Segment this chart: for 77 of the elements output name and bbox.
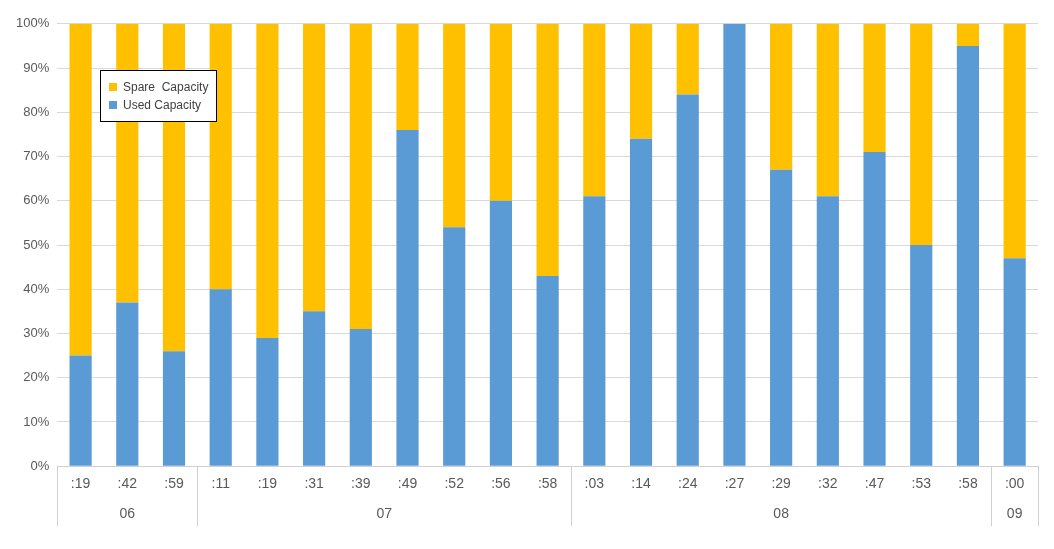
bar bbox=[1003, 258, 1026, 466]
x-tick-label: :49 bbox=[397, 475, 418, 492]
bar bbox=[209, 23, 232, 290]
bar bbox=[489, 200, 513, 466]
y-tick-label: 10% bbox=[23, 413, 50, 429]
y-tick-label: 50% bbox=[23, 236, 50, 252]
bar bbox=[676, 94, 699, 466]
x-tick-label: :14 bbox=[631, 475, 651, 492]
bar bbox=[349, 329, 372, 466]
bar bbox=[303, 23, 326, 312]
bar bbox=[770, 23, 793, 170]
x-tick-label: :39 bbox=[351, 475, 371, 492]
bar bbox=[396, 23, 419, 130]
bar bbox=[583, 196, 606, 466]
x-tick-label: :03 bbox=[584, 475, 605, 492]
legend-label: Spare Capacity bbox=[123, 80, 209, 94]
x-tick-label: :58 bbox=[537, 475, 558, 492]
x-tick-label: :19 bbox=[257, 475, 278, 492]
text: 06 bbox=[119, 505, 136, 522]
bar bbox=[536, 23, 559, 276]
x-tick-label: :59 bbox=[164, 475, 184, 492]
bar bbox=[396, 129, 419, 466]
bar bbox=[956, 23, 980, 46]
y-tick-label: 40% bbox=[23, 280, 50, 296]
y-tick-label: 70% bbox=[23, 148, 50, 164]
x-tick-label: :19 bbox=[70, 475, 91, 492]
bar bbox=[816, 23, 839, 197]
bar bbox=[629, 138, 653, 466]
bar bbox=[116, 302, 139, 466]
bar bbox=[863, 152, 886, 466]
y-tick-label: 80% bbox=[23, 103, 50, 119]
bar bbox=[1003, 23, 1026, 259]
bar bbox=[583, 23, 606, 197]
y-tick-label: 100% bbox=[16, 15, 50, 31]
x-tick-label: :27 bbox=[724, 475, 745, 492]
bar bbox=[489, 23, 513, 201]
bar bbox=[443, 227, 466, 466]
x-tick-label: :56 bbox=[491, 475, 511, 492]
bar bbox=[162, 351, 186, 466]
y-tick-label: 60% bbox=[23, 192, 50, 208]
bar bbox=[863, 23, 886, 153]
x-tick-label: :42 bbox=[117, 475, 138, 492]
bar bbox=[536, 275, 559, 466]
bar bbox=[816, 196, 839, 466]
bar bbox=[209, 289, 232, 466]
bar bbox=[443, 23, 466, 228]
bar bbox=[910, 23, 933, 245]
bar bbox=[910, 245, 933, 466]
y-tick-label: 90% bbox=[23, 59, 50, 75]
bar bbox=[349, 23, 372, 330]
text: 07 bbox=[376, 505, 393, 522]
y-tick-label: 0% bbox=[30, 457, 50, 473]
x-tick-label: :00 bbox=[1004, 475, 1025, 492]
bar bbox=[770, 169, 793, 466]
bar bbox=[676, 23, 699, 95]
bar bbox=[256, 337, 279, 466]
x-tick-label: :24 bbox=[678, 475, 698, 492]
text: 08 bbox=[773, 505, 790, 522]
y-tick-label: 30% bbox=[23, 325, 50, 341]
x-tick-label: :53 bbox=[911, 475, 932, 492]
x-tick-label: :52 bbox=[444, 475, 465, 492]
text: 09 bbox=[1006, 505, 1023, 522]
bar bbox=[69, 23, 92, 356]
x-tick-label: :32 bbox=[818, 475, 838, 492]
bar bbox=[256, 23, 279, 338]
bar bbox=[956, 45, 980, 466]
bar bbox=[723, 23, 746, 466]
x-tick-label: :11 bbox=[211, 475, 231, 492]
x-tick-label: :47 bbox=[864, 475, 885, 492]
y-tick-label: 20% bbox=[23, 369, 50, 385]
x-tick-label: :29 bbox=[771, 475, 792, 492]
legend-label: Used Capacity bbox=[123, 98, 202, 112]
x-tick-label: :58 bbox=[958, 475, 978, 492]
bar bbox=[303, 311, 326, 466]
bar bbox=[629, 23, 653, 139]
bar bbox=[69, 355, 92, 466]
x-tick-label: :31 bbox=[304, 475, 325, 492]
